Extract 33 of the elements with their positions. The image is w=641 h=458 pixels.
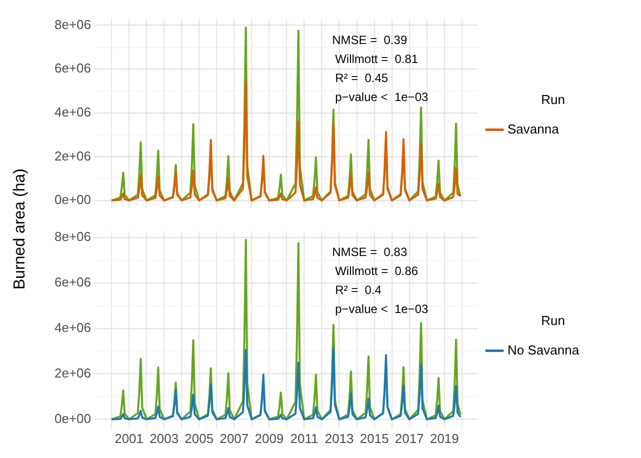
annotation: NMSE = 0.39 — [332, 33, 408, 48]
y-tick-label: 0e+00 — [54, 192, 91, 208]
y-axis-title: Burned area (ha) — [11, 168, 29, 290]
y-tick-label: 0e+00 — [54, 410, 91, 426]
x-tick-label: 2017 — [394, 430, 424, 446]
legend-label: Savanna — [508, 121, 560, 136]
y-tick-label: 4e+06 — [54, 104, 91, 120]
annotation: R² = 0.4 — [335, 283, 382, 298]
x-tick-label: 2005 — [184, 430, 214, 446]
x-tick-label: 2003 — [150, 430, 179, 446]
y-tick-label: 6e+06 — [54, 274, 91, 290]
y-tick-label: 8e+06 — [54, 16, 91, 32]
y-tick-label: 2e+06 — [54, 148, 91, 164]
legend-title: Run — [541, 312, 565, 328]
y-tick-label: 4e+06 — [54, 320, 91, 336]
x-tick-label: 2001 — [114, 430, 144, 446]
annotation: p−value < 1e−03 — [335, 90, 428, 104]
annotation: NMSE = 0.83 — [332, 245, 408, 260]
legend-label: No Savanna — [508, 342, 580, 358]
x-tick-label: 2015 — [360, 430, 389, 446]
annotation: Willmott = 0.81 — [335, 52, 418, 66]
y-tick-label: 6e+06 — [54, 60, 91, 76]
x-tick-label: 2011 — [290, 430, 318, 446]
y-tick-label: 8e+06 — [54, 229, 91, 244]
y-tick-label: 2e+06 — [54, 365, 91, 380]
x-tick-label: 2009 — [254, 430, 284, 446]
annotation: R² = 0.45 — [335, 71, 388, 86]
x-tick-label: 2007 — [220, 430, 249, 446]
x-tick-label: 2019 — [430, 430, 459, 446]
annotation: p−value < 1e−03 — [335, 302, 428, 316]
annotation: Willmott = 0.86 — [335, 264, 418, 278]
legend-title: Run — [541, 92, 565, 107]
x-tick-label: 2013 — [324, 430, 354, 446]
